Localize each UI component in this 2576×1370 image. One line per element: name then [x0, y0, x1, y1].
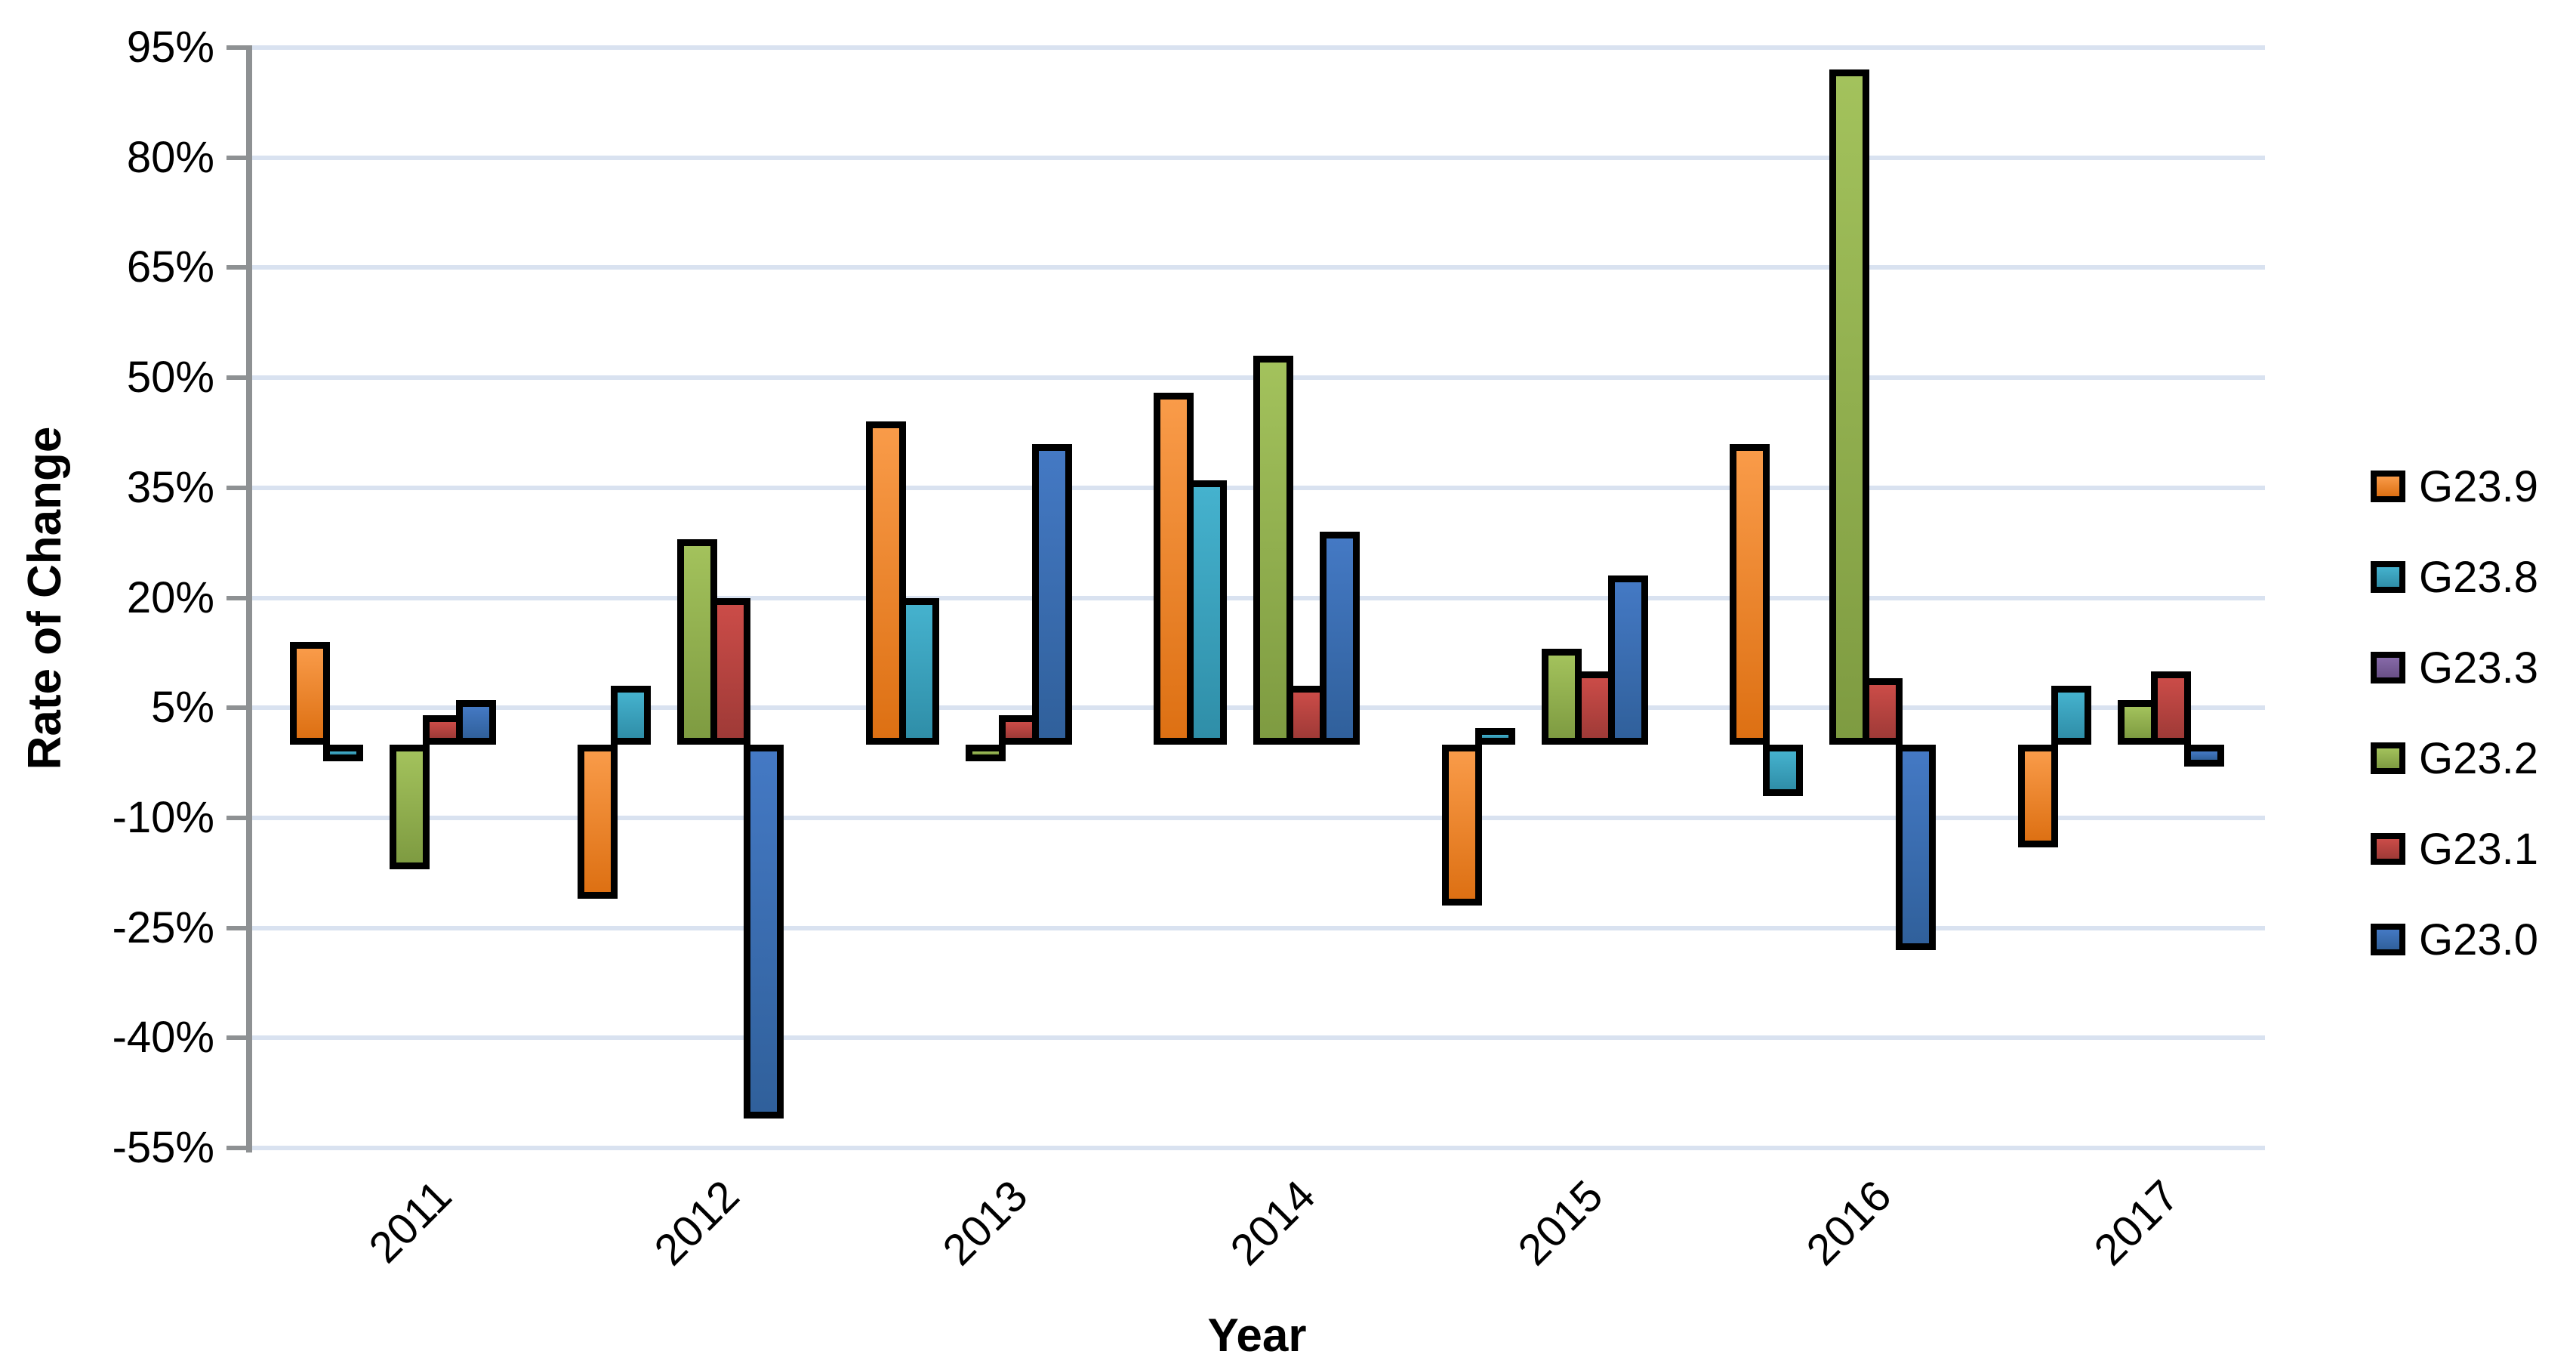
- bar-G23.9-2017: [2017, 744, 2058, 847]
- legend-item-G23.8: G23.8: [2371, 553, 2538, 602]
- y-axis-tickmark: [226, 815, 249, 820]
- bar-G23.9-2012: [578, 744, 618, 899]
- bar-G23.8-2011: [323, 744, 363, 761]
- bar-G23.1-2012: [710, 597, 751, 745]
- bar-G23.2-2014: [1253, 355, 1294, 745]
- y-axis-tickmark: [226, 485, 249, 490]
- bar-G23.8-2012: [611, 686, 652, 745]
- legend-swatch-G23.8: [2371, 561, 2405, 593]
- bar-G23.8-2013: [898, 597, 939, 745]
- legend-swatch-G23.0: [2371, 924, 2405, 955]
- bar-G23.1-2017: [2150, 671, 2191, 745]
- gridline: [249, 1146, 2265, 1150]
- y-axis-tickmark: [226, 45, 249, 50]
- x-axis-title: Year: [1207, 1310, 1307, 1362]
- bar-G23.8-2014: [1187, 480, 1228, 745]
- bar-G23.0-2011: [456, 700, 496, 745]
- bar-G23.8-2017: [2051, 686, 2091, 745]
- y-tick-label: 5%: [151, 683, 214, 733]
- y-tick-label: 20%: [126, 572, 214, 622]
- bar-G23.0-2016: [1896, 744, 1937, 950]
- y-tick-label: 80%: [126, 132, 214, 182]
- legend: G23.9 G23.8 G23.3 G23.2 G23.1 G23.0: [2371, 462, 2538, 964]
- gridline: [249, 815, 2265, 820]
- legend-swatch-G23.9: [2371, 471, 2405, 502]
- bar-G23.0-2015: [1607, 575, 1648, 745]
- legend-label: G23.9: [2419, 461, 2538, 511]
- y-tick-label: 65%: [126, 242, 214, 292]
- y-axis-line: [246, 45, 252, 1152]
- y-tick-label: -10%: [112, 792, 214, 842]
- bar-G23.8-2015: [1474, 727, 1515, 745]
- bar-G23.8-2016: [1763, 744, 1804, 796]
- bar-G23.2-2011: [390, 744, 430, 869]
- bar-G23.0-2014: [1320, 532, 1360, 745]
- y-axis-tickmark: [226, 265, 249, 270]
- y-tick-label: 95%: [126, 23, 214, 72]
- bar-G23.0-2013: [1031, 443, 1072, 745]
- legend-swatch-G23.1: [2371, 833, 2405, 865]
- bar-G23.9-2015: [1441, 744, 1482, 906]
- bar-G23.0-2012: [744, 744, 784, 1119]
- legend-label: G23.3: [2419, 643, 2538, 693]
- y-tick-label: 50%: [126, 353, 214, 403]
- gridline: [249, 265, 2265, 270]
- y-axis-tickmark: [226, 375, 249, 381]
- legend-swatch-G23.3: [2371, 652, 2405, 683]
- legend-item-G23.1: G23.1: [2371, 825, 2538, 874]
- gridline: [249, 155, 2265, 160]
- legend-label: G23.0: [2419, 915, 2538, 964]
- legend-item-G23.3: G23.3: [2371, 643, 2538, 693]
- legend-item-G23.2: G23.2: [2371, 734, 2538, 783]
- legend-label: G23.8: [2419, 552, 2538, 602]
- y-axis-tickmark: [226, 705, 249, 711]
- bar-G23.9-2011: [290, 641, 330, 745]
- gridline: [249, 1035, 2265, 1041]
- legend-swatch-G23.2: [2371, 742, 2405, 774]
- y-axis-tickmark: [226, 925, 249, 930]
- legend-label: G23.2: [2419, 733, 2538, 783]
- bar-G23.1-2016: [1863, 678, 1903, 745]
- bar-G23.0-2017: [2183, 744, 2224, 767]
- y-tick-label: 35%: [126, 462, 214, 512]
- legend-label: G23.1: [2419, 824, 2538, 874]
- y-axis-tickmark: [226, 1035, 249, 1041]
- bar-G23.2-2013: [965, 744, 1006, 761]
- y-tick-label: -40%: [112, 1013, 214, 1063]
- y-tick-label: -25%: [112, 903, 214, 952]
- y-axis-tickmark: [226, 1146, 249, 1150]
- gridline: [249, 45, 2265, 50]
- gridline: [249, 925, 2265, 930]
- y-axis-tickmark: [226, 595, 249, 600]
- bar-G23.9-2016: [1730, 443, 1770, 745]
- bar-G23.9-2013: [865, 421, 906, 745]
- legend-item-G23.9: G23.9: [2371, 462, 2538, 511]
- y-tick-label: -55%: [112, 1123, 214, 1172]
- bar-G23.2-2016: [1829, 69, 1870, 745]
- legend-item-G23.0: G23.0: [2371, 915, 2538, 964]
- y-axis-tickmark: [226, 155, 249, 160]
